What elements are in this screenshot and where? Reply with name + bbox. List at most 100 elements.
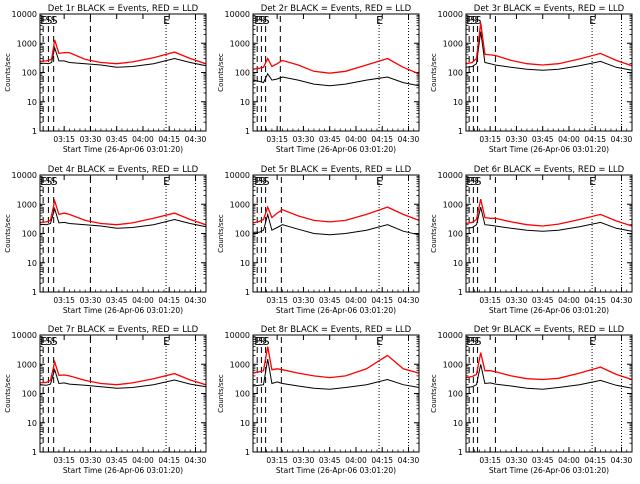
x-tick-label: 03:45 bbox=[319, 135, 341, 144]
x-tick-label: 03:15 bbox=[266, 135, 288, 144]
x-tick-label: 03:30 bbox=[506, 456, 528, 465]
x-tick-label: 03:45 bbox=[319, 456, 341, 465]
x-tick-label: 04:15 bbox=[584, 135, 606, 144]
plot-frame bbox=[252, 13, 420, 132]
x-tick-label: 04:15 bbox=[371, 135, 393, 144]
x-tick-label: 04:30 bbox=[185, 135, 207, 144]
y-axis-label: Counts/sec bbox=[4, 214, 12, 253]
x-tick-label: 03:45 bbox=[106, 296, 128, 305]
y-tick-label: 1000 bbox=[443, 200, 463, 209]
x-tick-label: 03:30 bbox=[80, 456, 102, 465]
y-axis-label: Counts/sec bbox=[4, 53, 12, 92]
event-marker-label: S bbox=[258, 335, 265, 348]
chart-panel-1: Det 1r BLACK = Events, RED = LLD Counts/s… bbox=[4, 4, 207, 154]
plot-frame bbox=[465, 13, 633, 132]
plot-frame bbox=[39, 334, 207, 453]
y-axis-label: Counts/sec bbox=[430, 53, 438, 92]
plot-frame bbox=[252, 334, 420, 453]
x-tick-label: 03:45 bbox=[106, 456, 128, 465]
y-tick-label: 100 bbox=[235, 230, 250, 239]
y-tick-label: 10 bbox=[27, 419, 37, 428]
y-axis-label: Counts/sec bbox=[217, 53, 225, 92]
x-tick-label: 03:15 bbox=[479, 135, 501, 144]
event-marker-label: E bbox=[376, 175, 383, 188]
x-tick-label: 04:00 bbox=[558, 456, 580, 465]
x-tick-label: 03:45 bbox=[532, 456, 554, 465]
series-line-events bbox=[465, 364, 633, 390]
event-marker-label: S bbox=[263, 335, 270, 348]
y-axis-label: Counts/sec bbox=[4, 374, 12, 413]
y-tick-label: 10000 bbox=[12, 10, 37, 19]
event-marker-label: S bbox=[475, 14, 482, 27]
series-line-lld bbox=[465, 352, 633, 381]
y-tick-label: 10 bbox=[27, 259, 37, 268]
y-tick-label: 100 bbox=[235, 69, 250, 78]
event-marker-label: E bbox=[40, 14, 47, 27]
chart-panel-9: Det 9r BLACK = Events, RED = LLD Counts/s… bbox=[430, 325, 633, 475]
x-tick-label: 03:30 bbox=[506, 135, 528, 144]
x-tick-label: 04:15 bbox=[371, 456, 393, 465]
y-tick-label: 1 bbox=[245, 448, 250, 457]
chart-panel-4: Det 4r BLACK = Events, RED = LLD Counts/s… bbox=[4, 165, 207, 315]
x-tick-label: 04:00 bbox=[345, 296, 367, 305]
series-line-events bbox=[465, 31, 633, 71]
x-tick-label: 03:45 bbox=[319, 296, 341, 305]
event-marker-label: E bbox=[40, 175, 47, 188]
x-tick-label: 03:15 bbox=[266, 296, 288, 305]
y-tick-label: 1 bbox=[458, 288, 463, 297]
x-tick-label: 04:00 bbox=[132, 135, 154, 144]
x-tick-label: 04:30 bbox=[185, 296, 207, 305]
plot-frame bbox=[39, 13, 207, 132]
x-tick-label: 04:15 bbox=[584, 296, 606, 305]
x-tick-label: 04:15 bbox=[158, 456, 180, 465]
series-line-lld bbox=[252, 346, 420, 379]
chart-title: Det 6r BLACK = Events, RED = LLD bbox=[474, 165, 625, 175]
x-tick-label: 04:30 bbox=[398, 296, 420, 305]
y-tick-label: 10000 bbox=[12, 171, 37, 180]
event-marker-label: E bbox=[466, 175, 473, 188]
event-marker-label: E bbox=[466, 335, 473, 348]
x-tick-label: 03:45 bbox=[532, 296, 554, 305]
x-axis-label: Start Time (26-Apr-06 03:01:20) bbox=[63, 466, 183, 475]
y-tick-label: 100 bbox=[448, 390, 463, 399]
series-line-lld bbox=[465, 22, 633, 67]
y-tick-label: 10000 bbox=[438, 331, 463, 340]
y-tick-label: 1000 bbox=[230, 360, 250, 369]
x-axis-label: Start Time (26-Apr-06 03:01:20) bbox=[63, 145, 183, 154]
y-tick-label: 10 bbox=[27, 98, 37, 107]
series-line-lld bbox=[252, 57, 420, 75]
y-tick-label: 1000 bbox=[17, 200, 37, 209]
y-axis-label: Counts/sec bbox=[217, 374, 225, 413]
chart-title: Det 8r BLACK = Events, RED = LLD bbox=[261, 325, 412, 335]
plot-frame bbox=[252, 174, 420, 293]
x-tick-label: 04:30 bbox=[398, 456, 420, 465]
chart-panel-8: Det 8r BLACK = Events, RED = LLD Counts/s… bbox=[217, 325, 420, 475]
x-tick-label: 04:15 bbox=[158, 135, 180, 144]
y-tick-label: 10 bbox=[453, 419, 463, 428]
x-tick-label: 04:30 bbox=[611, 456, 633, 465]
y-tick-label: 10 bbox=[453, 98, 463, 107]
event-marker-label: S bbox=[263, 175, 270, 188]
series-line-events bbox=[465, 206, 633, 232]
x-tick-label: 04:00 bbox=[132, 296, 154, 305]
event-marker-label: E bbox=[254, 14, 261, 27]
x-tick-label: 04:00 bbox=[132, 456, 154, 465]
y-tick-label: 1000 bbox=[17, 39, 37, 48]
x-tick-label: 04:00 bbox=[558, 296, 580, 305]
x-tick-label: 04:00 bbox=[345, 456, 367, 465]
x-tick-label: 03:30 bbox=[293, 296, 315, 305]
chart-title: Det 4r BLACK = Events, RED = LLD bbox=[48, 165, 199, 175]
series-line-events bbox=[39, 45, 207, 68]
y-tick-label: 10000 bbox=[12, 331, 37, 340]
y-axis-label: Counts/sec bbox=[430, 374, 438, 413]
series-line-lld bbox=[252, 205, 420, 224]
event-marker-label: E bbox=[254, 335, 261, 348]
y-tick-label: 10000 bbox=[438, 171, 463, 180]
event-marker-label: E bbox=[589, 175, 596, 188]
x-tick-label: 03:45 bbox=[532, 135, 554, 144]
event-marker-label: S bbox=[470, 335, 477, 348]
x-tick-label: 03:15 bbox=[266, 456, 288, 465]
event-marker-label: E bbox=[40, 335, 47, 348]
y-tick-label: 1000 bbox=[230, 39, 250, 48]
